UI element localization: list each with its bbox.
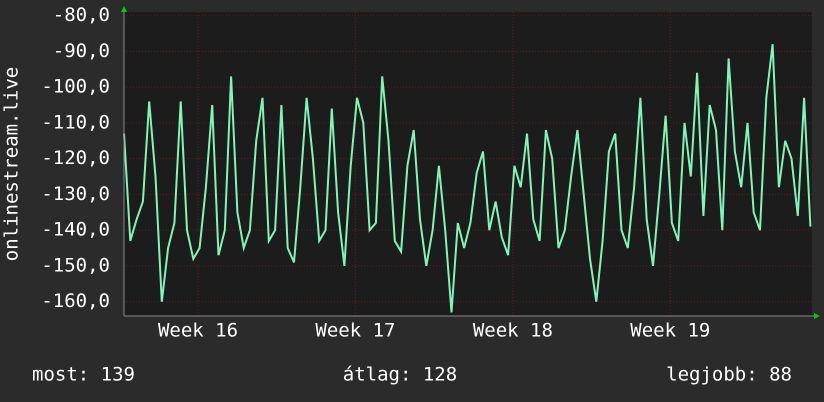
y-axis-label: onlinestream.live xyxy=(1,67,23,261)
y-tick-label: -100,0 xyxy=(41,76,110,98)
grid xyxy=(124,12,812,316)
series-line xyxy=(123,44,812,313)
stat-average: átlag: 128 xyxy=(343,364,457,386)
x-tick-label: Week 18 xyxy=(473,320,553,342)
y-tick-label: -150,0 xyxy=(41,254,110,276)
y-tick-label: -80,0 xyxy=(53,4,110,26)
y-tick-label: -130,0 xyxy=(41,183,110,205)
plot-area xyxy=(124,12,812,316)
stat-current: most: 139 xyxy=(32,364,135,386)
x-arrow xyxy=(814,313,820,319)
y-arrow xyxy=(121,6,127,12)
y-tick-label: -90,0 xyxy=(53,40,110,62)
y-tick-label: -110,0 xyxy=(41,111,110,133)
series xyxy=(123,44,812,313)
y-tick-label: -160,0 xyxy=(41,290,110,312)
x-tick-label: Week 17 xyxy=(315,320,395,342)
y-tick-label: -140,0 xyxy=(41,219,110,241)
y-tick-label: -120,0 xyxy=(41,147,110,169)
x-tick-label: Week 16 xyxy=(158,320,238,342)
stat-best: legjobb: 88 xyxy=(666,364,792,386)
x-tick-label: Week 19 xyxy=(630,320,710,342)
